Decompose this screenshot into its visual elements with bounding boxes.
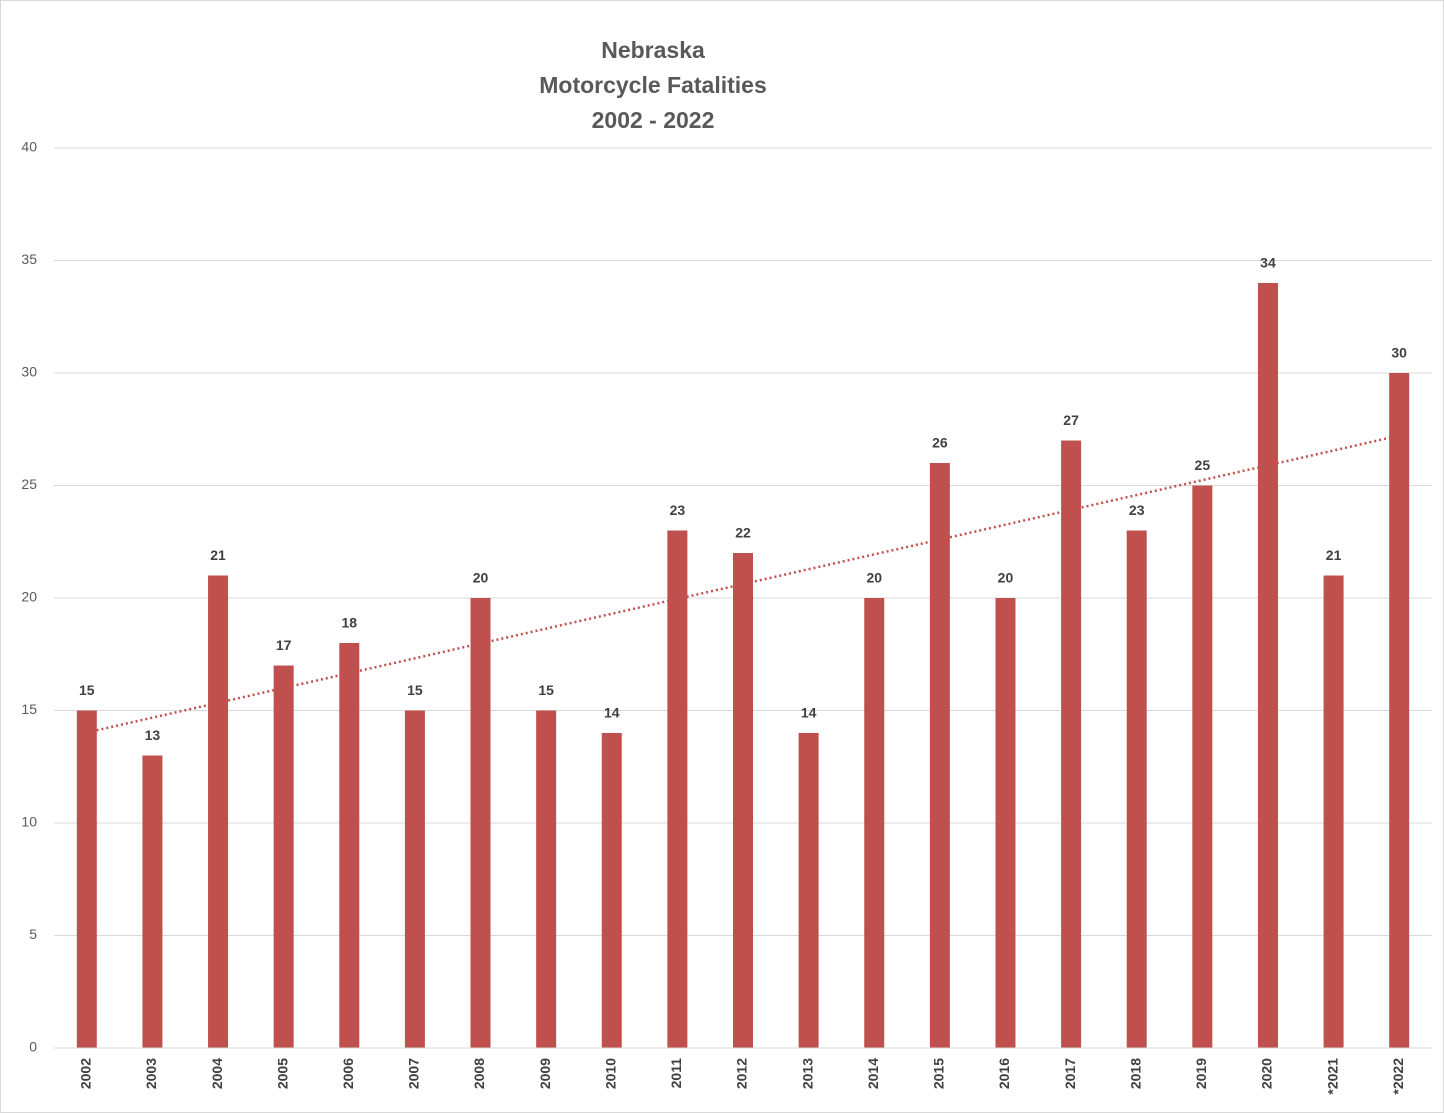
data-label: 20 [998, 570, 1014, 586]
x-tick-label: 2010 [602, 1058, 618, 1089]
bar [76, 710, 97, 1048]
bar [1126, 530, 1147, 1048]
bar [470, 598, 491, 1048]
data-label: 23 [1129, 502, 1145, 518]
bar [601, 733, 622, 1048]
y-tick-label: 15 [21, 701, 37, 717]
bar [733, 553, 753, 1048]
y-tick-label: 20 [21, 589, 37, 605]
y-tick-label: 0 [29, 1039, 37, 1055]
trendline [86, 434, 1400, 734]
data-label: 22 [735, 525, 751, 541]
bar [1061, 440, 1082, 1048]
x-tick-label: 2004 [209, 1058, 225, 1089]
chart-title: Nebraska [601, 37, 705, 63]
x-tick-label: 2015 [931, 1058, 947, 1089]
x-tick-label: 2007 [406, 1058, 422, 1089]
data-label: 18 [341, 615, 357, 631]
chart-title: 2002 - 2022 [592, 107, 715, 133]
data-label: 26 [932, 435, 948, 451]
x-tick-label: 2002 [78, 1058, 94, 1089]
data-label: 14 [801, 705, 817, 721]
x-tick-label: 2008 [471, 1058, 487, 1089]
bar [208, 575, 229, 1048]
bar [929, 463, 950, 1048]
x-tick-label: 2003 [143, 1058, 159, 1089]
bar [1323, 575, 1344, 1048]
data-label: 15 [407, 682, 423, 698]
bar [1389, 373, 1410, 1048]
bar [536, 710, 557, 1048]
bar [339, 643, 360, 1048]
x-tick-label: 2009 [537, 1058, 553, 1089]
bar [667, 530, 688, 1048]
data-label: 15 [538, 682, 554, 698]
data-label: 17 [276, 637, 292, 653]
x-tick-label: 2013 [799, 1058, 815, 1089]
y-tick-label: 35 [21, 251, 37, 267]
bar [142, 755, 163, 1048]
x-tick-label: *2021 [1324, 1058, 1340, 1095]
bar [273, 665, 294, 1048]
data-label: 21 [210, 547, 226, 563]
y-tick-label: 30 [21, 364, 37, 380]
data-label: 21 [1326, 547, 1342, 563]
x-tick-label: 2018 [1127, 1058, 1143, 1089]
data-label: 34 [1260, 255, 1276, 271]
bar [404, 710, 425, 1048]
data-label: 25 [1195, 457, 1211, 473]
x-tick-label: 2019 [1193, 1058, 1209, 1089]
bar [798, 733, 819, 1048]
x-tick-label: 2012 [734, 1058, 750, 1089]
y-tick-label: 25 [21, 476, 37, 492]
y-tick-label: 10 [21, 814, 37, 830]
data-label: 30 [1391, 345, 1407, 361]
data-label: 23 [670, 502, 686, 518]
data-label: 20 [866, 570, 882, 586]
x-tick-label: 2005 [274, 1058, 290, 1089]
data-label: 20 [473, 570, 489, 586]
bar [1257, 283, 1278, 1048]
y-tick-label: 40 [21, 139, 37, 155]
x-tick-label: 2017 [1062, 1058, 1078, 1089]
bar [995, 598, 1016, 1048]
bar [1192, 485, 1213, 1048]
chart-title: Motorcycle Fatalities [539, 72, 767, 98]
data-label: 13 [145, 727, 161, 743]
y-tick-label: 5 [29, 926, 37, 942]
x-tick-label: 2020 [1259, 1058, 1275, 1089]
bar [864, 598, 885, 1048]
x-tick-label: 2014 [865, 1058, 881, 1089]
data-label: 15 [79, 682, 95, 698]
data-label: 27 [1063, 412, 1079, 428]
x-tick-label: 2016 [996, 1058, 1012, 1089]
x-tick-label: 2011 [668, 1058, 684, 1089]
x-tick-label: *2022 [1390, 1058, 1406, 1095]
x-tick-label: 2006 [340, 1058, 356, 1089]
data-label: 14 [604, 705, 620, 721]
